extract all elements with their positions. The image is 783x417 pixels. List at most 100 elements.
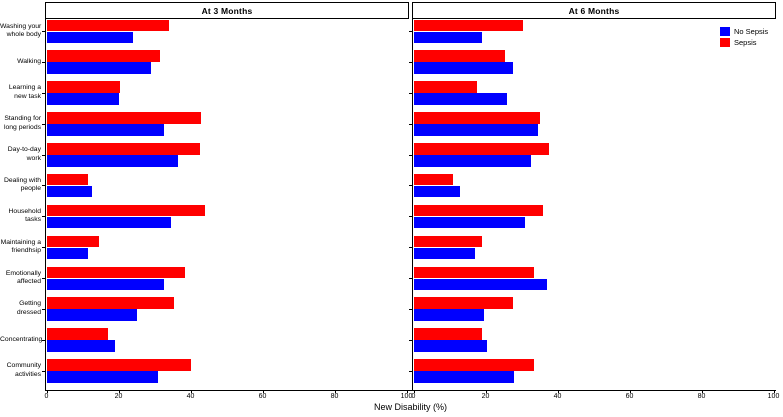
x-tick [629, 389, 631, 393]
category-label-line: long periods [3, 123, 41, 131]
x-tick [773, 389, 775, 393]
bar-sepsis [413, 266, 535, 278]
category-label-line: Emotionally [5, 269, 41, 277]
bar-sepsis [46, 143, 200, 155]
category-label: Standing for long periods [0, 115, 41, 132]
y-tick [409, 370, 412, 372]
x-tick-label: 100 [767, 393, 780, 400]
y-tick [409, 308, 412, 310]
x-tick [118, 389, 120, 393]
x-tick-label: 20 [114, 393, 123, 400]
bar-sepsis [46, 173, 88, 186]
y-tick [409, 278, 412, 279]
y-tick [42, 339, 45, 341]
category-label-line: Day-to-day [7, 146, 41, 153]
category-label: Walking [0, 58, 41, 67]
bar-sepsis [46, 50, 160, 62]
category-label-line: people [20, 185, 41, 193]
x-tick-label: 40 [186, 393, 195, 400]
x-tick [406, 389, 408, 393]
category-label: Concentrating [0, 336, 42, 345]
y-tick [409, 154, 412, 156]
y-tick [409, 61, 412, 63]
bar-no-sepsis [46, 340, 115, 352]
category-label-line: new task [14, 92, 41, 100]
bar-no-sepsis [46, 62, 151, 74]
bar-sepsis [413, 50, 506, 62]
y-tick [409, 31, 412, 32]
bar-sepsis [46, 297, 175, 309]
y-tick [42, 31, 45, 32]
y-tick [409, 123, 412, 125]
panel-header: At 3 Months [45, 2, 409, 19]
x-tick-label: 0 [44, 393, 49, 400]
bar-sepsis [46, 19, 169, 31]
x-tick [46, 389, 48, 393]
y-tick [42, 247, 45, 249]
y-tick [42, 185, 45, 187]
x-tick [190, 389, 192, 393]
bar-no-sepsis [46, 93, 119, 105]
y-axis-line [45, 19, 46, 390]
x-tick-label: 40 [553, 393, 562, 400]
bar-no-sepsis [46, 278, 164, 290]
bar-sepsis [413, 19, 524, 31]
category-label: Dealing with people [0, 177, 41, 194]
bar-no-sepsis [413, 124, 538, 136]
bar-sepsis [46, 328, 108, 340]
category-label: Washing your whole body [0, 23, 41, 40]
bar-no-sepsis [413, 31, 482, 43]
x-tick-label: 80 [697, 393, 706, 400]
category-label-line: Community [6, 362, 41, 370]
y-tick [409, 247, 412, 249]
legend-label: Sepsis [734, 37, 757, 47]
bar-no-sepsis [413, 278, 547, 290]
legend-swatch-no-sepsis [720, 26, 730, 36]
bar-no-sepsis [413, 62, 513, 74]
category-label-line: Standing for [4, 115, 41, 123]
x-tick-label: 20 [481, 393, 490, 400]
category-label-line: affected [16, 278, 41, 285]
category-label: Day-to-day work [0, 146, 41, 163]
bar-sepsis [46, 81, 121, 93]
legend-item: No Sepsis [720, 26, 768, 36]
y-tick [409, 92, 412, 94]
x-axis-line [45, 389, 776, 391]
legend-item: Sepsis [720, 37, 768, 47]
x-tick-label: 100 [400, 393, 413, 400]
category-label-line: work [26, 154, 41, 162]
bar-no-sepsis [46, 185, 92, 198]
legend-label: No Sepsis [734, 26, 769, 36]
bar-no-sepsis [413, 247, 475, 260]
bar-sepsis [413, 173, 454, 186]
bar-sepsis [46, 235, 99, 248]
y-tick [42, 278, 45, 279]
panel-header: At 6 Months [412, 2, 776, 19]
category-label-line: whole body [6, 31, 41, 38]
y-axis-line [412, 19, 413, 390]
x-tick [485, 389, 487, 393]
bar-sepsis [46, 266, 186, 278]
legend: No Sepsis Sepsis [720, 26, 768, 47]
bar-no-sepsis [46, 371, 159, 383]
bar-no-sepsis [46, 124, 164, 136]
x-tick-label: 60 [258, 393, 267, 400]
bar-sepsis [413, 112, 540, 124]
bar-no-sepsis [413, 185, 461, 198]
category-label: Community activities [0, 362, 41, 379]
bar-no-sepsis [46, 247, 88, 260]
y-tick [42, 308, 45, 310]
bar-sepsis [413, 143, 549, 155]
x-tick [557, 389, 559, 393]
bar-sepsis [46, 359, 191, 371]
category-label-line: Walking [17, 57, 41, 65]
category-label: Household tasks [0, 207, 42, 225]
x-tick [334, 389, 336, 393]
category-label-line: Household [8, 207, 42, 215]
y-tick [42, 154, 45, 156]
x-tick-label: 80 [330, 393, 339, 400]
x-tick [701, 389, 703, 393]
category-label: Learning a new task [0, 84, 41, 101]
category-label: Getting dressed [0, 300, 41, 317]
bar-no-sepsis [46, 309, 137, 321]
